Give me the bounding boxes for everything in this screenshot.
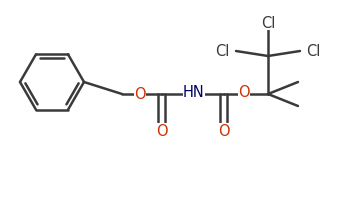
Text: O: O	[134, 87, 146, 102]
Text: O: O	[238, 85, 250, 100]
Text: HN: HN	[183, 85, 205, 100]
Text: Cl: Cl	[261, 15, 275, 30]
Text: O: O	[156, 123, 168, 138]
Text: Cl: Cl	[306, 44, 320, 59]
Text: Cl: Cl	[216, 44, 230, 59]
Text: O: O	[218, 123, 230, 138]
